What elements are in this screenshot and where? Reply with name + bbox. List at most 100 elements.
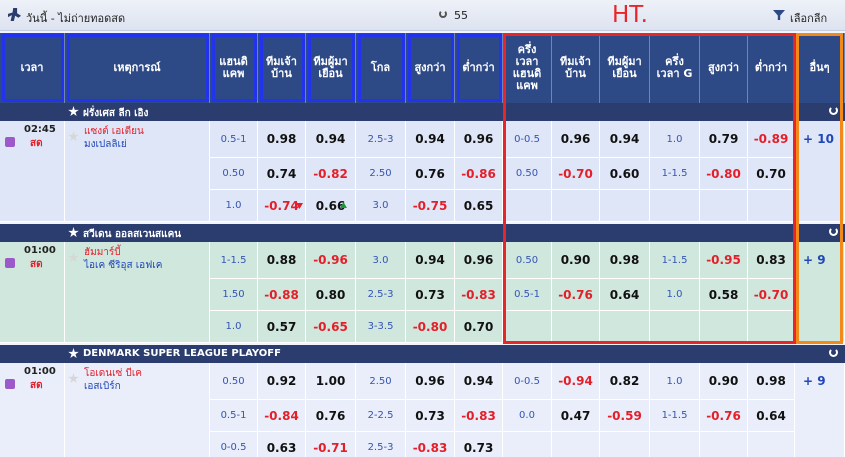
odds-cell[interactable]: -0.76 (552, 279, 600, 311)
league-refresh[interactable] (829, 227, 838, 236)
header-text: แคพ (516, 79, 538, 92)
refresh-icon[interactable] (439, 10, 447, 18)
odds-cell (748, 432, 795, 457)
odds-cell[interactable]: 1.00 (306, 363, 356, 400)
header-text: แฮนดิ (219, 55, 248, 68)
odds-cell[interactable]: 0.58 (700, 279, 748, 311)
away-team[interactable]: เอสเบิร์ก (84, 381, 121, 392)
odds-cell[interactable]: 0.96 (406, 363, 455, 400)
favorite-star[interactable] (68, 252, 79, 263)
odds-cell[interactable]: -0.95 (700, 242, 748, 279)
odds-up-arrow (340, 202, 347, 208)
favorite-star[interactable] (68, 131, 79, 142)
odds-cell[interactable]: 0.70 (455, 311, 503, 343)
more-bets[interactable]: + 10 (803, 132, 834, 146)
odds-cell[interactable]: 0.65 (455, 190, 503, 222)
odds-cell[interactable]: 0.90 (552, 242, 600, 279)
home-team[interactable]: แซงต์ เอเตียน (84, 126, 144, 137)
odds-cell (552, 432, 600, 457)
odds-cell[interactable]: 0.73 (406, 279, 455, 311)
odds-cell[interactable]: -0.75 (406, 190, 455, 222)
league-row (0, 103, 845, 121)
odds-cell[interactable]: -0.70 (552, 158, 600, 190)
more-bets[interactable]: + 9 (803, 374, 826, 388)
league-name: DENMARK SUPER LEAGUE PLAYOFF (83, 348, 281, 359)
odds-cell[interactable]: 0.94 (406, 242, 455, 279)
line-cell (503, 432, 552, 457)
odds-cell[interactable]: -0.94 (552, 363, 600, 400)
odds-cell[interactable]: 0.98 (258, 121, 306, 158)
live-icon (5, 137, 15, 147)
odds-cell[interactable]: -0.82 (306, 158, 356, 190)
odds-cell[interactable]: 0.63 (258, 432, 306, 457)
odds-cell[interactable]: 0.64 (600, 279, 650, 311)
more-bets[interactable]: + 9 (803, 253, 826, 267)
column-highlight (308, 34, 355, 102)
odds-cell[interactable]: 0.73 (406, 400, 455, 432)
odds-cell[interactable]: -0.65 (306, 311, 356, 343)
odds-cell[interactable]: 0.74 (258, 158, 306, 190)
odds-cell[interactable]: 0.64 (748, 400, 795, 432)
odds-cell[interactable]: 0.94 (406, 121, 455, 158)
odds-cell[interactable]: 0.96 (455, 121, 503, 158)
odds-cell[interactable]: 0.82 (600, 363, 650, 400)
odds-cell[interactable]: 0.57 (258, 311, 306, 343)
odds-cell[interactable]: 0.94 (600, 121, 650, 158)
line-cell: 0.50 (210, 363, 258, 400)
odds-cell[interactable]: -0.84 (258, 400, 306, 432)
odds-cell[interactable]: 0.70 (748, 158, 795, 190)
odds-cell[interactable]: -0.80 (406, 311, 455, 343)
odds-cell[interactable]: 0.96 (552, 121, 600, 158)
header-text: ต่ำกว่า (754, 61, 788, 74)
odds-cell[interactable]: 0.98 (600, 242, 650, 279)
column-header: ครึ่ง เวลา G (650, 33, 700, 103)
odds-cell[interactable]: -0.83 (406, 432, 455, 457)
match-time: 01:00 (24, 245, 56, 256)
away-team[interactable]: มงเปลลิเย่ (84, 139, 127, 150)
odds-cell[interactable]: 0.96 (455, 242, 503, 279)
odds-cell[interactable]: 0.73 (455, 432, 503, 457)
odds-cell[interactable]: 0.92 (258, 363, 306, 400)
ht-annotation: HT. (612, 2, 648, 28)
odds-cell[interactable]: -0.76 (700, 400, 748, 432)
odds-cell[interactable]: 0.79 (700, 121, 748, 158)
odds-cell[interactable]: 0.66 (306, 190, 356, 222)
column-highlight (2, 34, 64, 102)
odds-cell[interactable]: -0.86 (455, 158, 503, 190)
odds-cell[interactable]: -0.83 (455, 279, 503, 311)
odds-cell[interactable]: -0.96 (306, 242, 356, 279)
odds-cell[interactable]: -0.59 (600, 400, 650, 432)
more-cell (795, 121, 845, 222)
odds-cell[interactable]: 0.88 (258, 242, 306, 279)
column-highlight (67, 34, 209, 102)
odds-cell[interactable]: 0.83 (748, 242, 795, 279)
header-text: สูงกว่า (414, 61, 446, 74)
favorite-star[interactable] (68, 373, 79, 384)
odds-cell[interactable]: 0.94 (306, 121, 356, 158)
odds-cell[interactable]: -0.71 (306, 432, 356, 457)
league-refresh[interactable] (829, 106, 838, 115)
column-header: โกล (356, 33, 406, 103)
odds-cell[interactable]: -0.89 (748, 121, 795, 158)
select-league[interactable]: เลือกลีก (790, 12, 828, 25)
column-highlight (260, 34, 305, 102)
odds-cell[interactable]: -0.83 (455, 400, 503, 432)
line-cell (503, 190, 552, 222)
home-team[interactable]: ฮัมมาร์บี้ (84, 247, 121, 258)
more-highlight (796, 33, 843, 344)
odds-cell[interactable]: 0.90 (700, 363, 748, 400)
line-cell: 2.50 (356, 158, 406, 190)
odds-cell[interactable]: 0.80 (306, 279, 356, 311)
odds-cell[interactable]: -0.88 (258, 279, 306, 311)
home-team[interactable]: โอเดนเซ่ บีเค (84, 368, 142, 379)
odds-cell[interactable]: 0.60 (600, 158, 650, 190)
away-team[interactable]: ไอเค ซีริอุส เอฟเค (84, 260, 163, 271)
odds-cell[interactable]: 0.94 (455, 363, 503, 400)
league-refresh[interactable] (829, 348, 838, 357)
odds-cell[interactable]: 0.76 (406, 158, 455, 190)
line-cell: 0.5-1 (210, 400, 258, 432)
odds-cell[interactable]: 0.47 (552, 400, 600, 432)
odds-cell[interactable]: 0.98 (748, 363, 795, 400)
odds-cell[interactable]: -0.80 (700, 158, 748, 190)
odds-cell[interactable]: 0.76 (306, 400, 356, 432)
